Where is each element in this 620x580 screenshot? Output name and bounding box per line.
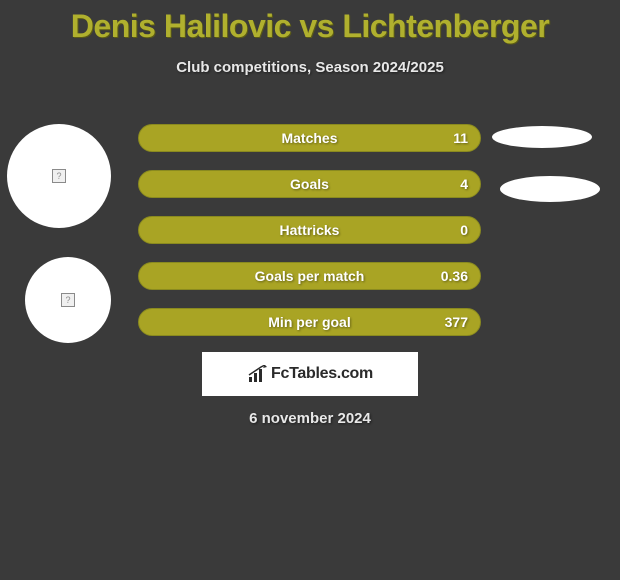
footer-branding[interactable]: FcTables.com bbox=[202, 352, 418, 396]
stat-value: 0.36 bbox=[441, 268, 468, 284]
stat-row: Hattricks 0 bbox=[138, 216, 600, 244]
stat-value: 11 bbox=[453, 130, 468, 146]
stat-row: Goals per match 0.36 bbox=[138, 262, 600, 290]
stat-bar-goals-per-match: Goals per match 0.36 bbox=[138, 262, 481, 290]
brand-text: FcTables.com bbox=[271, 365, 373, 383]
page-date: 6 november 2024 bbox=[0, 410, 620, 427]
subtitle: Club competitions, Season 2024/2025 bbox=[0, 59, 620, 76]
image-placeholder-icon: ? bbox=[61, 293, 75, 307]
chart-icon bbox=[247, 365, 269, 383]
image-placeholder-icon: ? bbox=[52, 169, 66, 183]
fctables-logo: FcTables.com bbox=[247, 365, 373, 383]
page-title: Denis Halilovic vs Lichtenberger bbox=[0, 0, 620, 45]
stats-container: Matches 11 Goals 4 Hattricks 0 Goals per… bbox=[138, 124, 600, 354]
stat-label: Goals per match bbox=[255, 268, 365, 284]
stat-value: 4 bbox=[460, 176, 468, 192]
stat-value: 377 bbox=[445, 314, 468, 330]
stat-label: Min per goal bbox=[268, 314, 350, 330]
stat-value: 0 bbox=[460, 222, 468, 238]
stat-bar-goals: Goals 4 bbox=[138, 170, 481, 198]
stat-label: Matches bbox=[281, 130, 337, 146]
stat-label: Goals bbox=[290, 176, 329, 192]
stat-label: Hattricks bbox=[280, 222, 340, 238]
player-avatar-2: ? bbox=[25, 257, 111, 343]
stat-row: Matches 11 bbox=[138, 124, 600, 152]
stat-row: Min per goal 377 bbox=[138, 308, 600, 336]
player-avatar-1: ? bbox=[7, 124, 111, 228]
stat-bar-min-per-goal: Min per goal 377 bbox=[138, 308, 481, 336]
stat-bar-hattricks: Hattricks 0 bbox=[138, 216, 481, 244]
stat-bar-matches: Matches 11 bbox=[138, 124, 481, 152]
stat-row: Goals 4 bbox=[138, 170, 600, 198]
